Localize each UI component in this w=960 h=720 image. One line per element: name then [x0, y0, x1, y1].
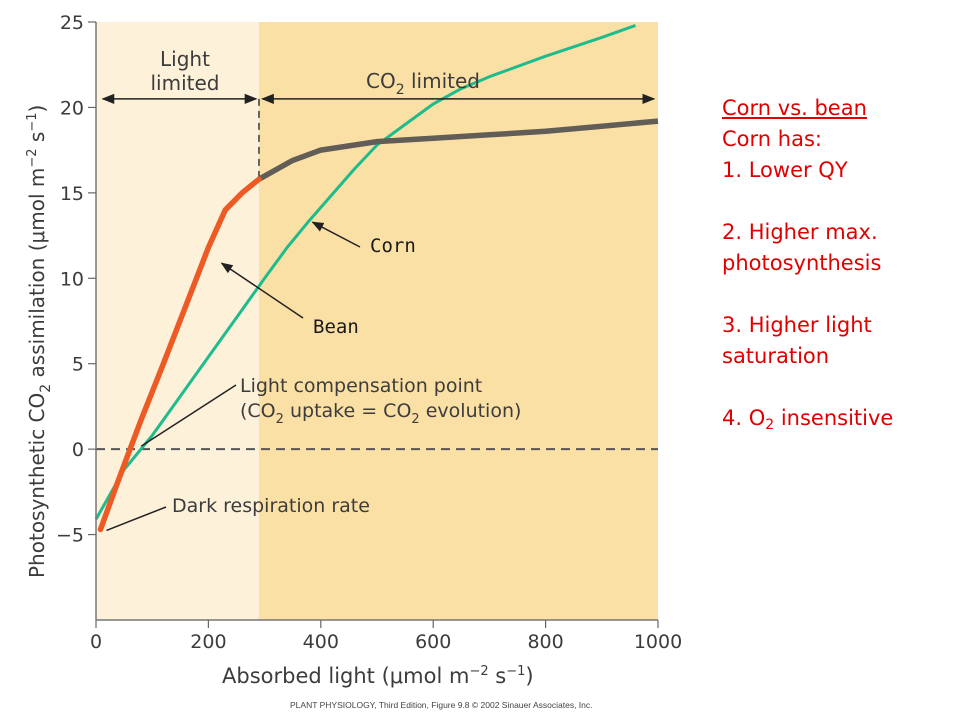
series-bean-linear: [97, 176, 262, 533]
y-tick-label: 20: [60, 97, 84, 119]
notes-item-4: 4. O2 insensitive: [722, 406, 894, 433]
chart: 0 200 400 600 800 1000 25 20 15 10 5 0 −5 Light limi…: [25, 12, 682, 710]
y-axis-label: Photosynthetic CO2 assimilation (μmol m−…: [25, 105, 54, 578]
notes-item-3a: 3. Higher light: [722, 313, 872, 337]
annotation-dark-respiration: Dark respiration rate: [172, 495, 370, 517]
region-label-light-1: Light: [160, 47, 210, 71]
y-tick-label: 15: [60, 183, 84, 205]
figure-credit: PLANT PHYSIOLOGY, Third Edition, Figure …: [290, 700, 593, 710]
y-tick-label: −5: [56, 525, 84, 547]
series-corn: [94, 23, 637, 520]
y-tick-label: 0: [72, 439, 84, 461]
x-tick-label: 600: [415, 631, 451, 653]
region-label-co2: CO2 limited: [366, 69, 480, 98]
axes: [88, 21, 659, 628]
notes-intro: Corn has:: [722, 127, 822, 151]
y-tick-label: 10: [60, 268, 84, 290]
bean-pointer: [220, 262, 304, 319]
x-tick-label: 200: [190, 631, 226, 653]
notes-title: Corn vs. bean: [722, 96, 867, 120]
region-label-light-2: limited: [151, 71, 220, 95]
series-bean-saturated: [257, 118, 659, 182]
x-axis-label: Absorbed light (μmol m−2 s−1): [222, 664, 534, 688]
region-1: [258, 22, 658, 620]
series-lines: [94, 23, 659, 533]
notes-item-2a: 2. Higher max.: [722, 220, 878, 244]
y-tick-label: 25: [60, 12, 84, 34]
annotation-light-compensation-1: Light compensation point: [240, 375, 482, 397]
x-tick-label: 0: [90, 631, 102, 653]
notes-item-1: 1. Lower QY: [722, 158, 848, 182]
notes-item-3b: saturation: [722, 344, 830, 368]
compensation-pointer: [140, 384, 237, 447]
annotation-corn: Corn: [370, 235, 416, 257]
y-tick-label: 5: [72, 354, 84, 376]
x-tick-label: 400: [303, 631, 339, 653]
x-tick-label: 800: [527, 631, 563, 653]
reference-lines: [96, 98, 658, 451]
notes-item-2b: photosynthesis: [722, 251, 882, 275]
corn-pointer: [311, 221, 361, 248]
tick-labels: 0 200 400 600 800 1000 25 20 15 10 5 0 −5: [56, 12, 682, 653]
respiration-pointer: [106, 506, 167, 532]
plot-regions: [96, 22, 658, 620]
comparison-notes: Corn vs. bean Corn has: 1. Lower QY 2. H…: [722, 93, 958, 434]
x-tick-label: 1000: [634, 631, 682, 653]
annotation-light-compensation-2: (CO2 uptake = CO2 evolution): [240, 400, 521, 427]
annotation-bean: Bean: [313, 316, 359, 338]
annotations: [106, 221, 361, 532]
